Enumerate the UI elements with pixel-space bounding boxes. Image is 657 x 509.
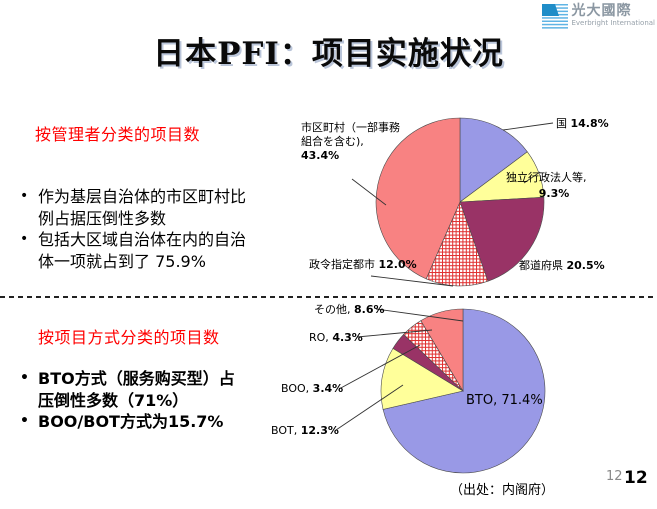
pie1-label-todoufuken: 都道府県 20.5% — [519, 259, 605, 273]
pie2-slice-1 — [380, 347, 464, 410]
leader-pie1-shikuchouson — [351, 178, 387, 206]
pie1-slice-4 — [375, 117, 461, 280]
logo-en: Everbright International — [571, 19, 655, 27]
pie1-label-dokuritsu-value: 9.3% — [538, 186, 570, 200]
source-note: （出处：内阁府） — [450, 483, 555, 498]
pie1-label-kuni-value: 14.8% — [570, 117, 609, 130]
pie2-label-ro-name: RO, — [309, 331, 329, 344]
pie2-label-bot-value: 12.3% — [300, 424, 339, 437]
pie2-label-ro: RO, 4.3% — [309, 331, 363, 345]
pie1-slice-3 — [425, 201, 489, 287]
pie1-label-seirei-value: 12.0% — [378, 258, 417, 271]
pie1-slice-0 — [459, 117, 528, 203]
pie1-label-kuni: 国 14.8% — [556, 117, 609, 131]
pie2-label-boo-value: 3.4% — [312, 382, 344, 395]
page-number: 12 — [624, 468, 648, 488]
pie1-label-seirei: 政令指定都市 12.0% — [309, 258, 417, 272]
pie1-label-dokuritsu: 独立行政法人等, 9.3% — [506, 171, 602, 200]
slide-title: 日本PFI：项目实施状况 — [153, 36, 504, 72]
pie2-label-boo: BOO, 3.4% — [281, 382, 343, 396]
leader-pie2-ro — [356, 329, 433, 338]
section1-bullet-1: 作为基层自治体的市区町村比例占据压倒性多数 — [14, 186, 250, 229]
leader-pie1-dokuritsu — [523, 171, 541, 184]
pie1-managers — [375, 117, 545, 287]
pie2-label-sonota: その他, 8.6% — [314, 303, 385, 317]
pie1-label-shikuchouson-name: 市区町村（一部事務組合を含む), — [301, 121, 400, 148]
pie2-label-sonota-value: 8.6% — [354, 303, 385, 316]
section2-bullet-list: BTO方式（服务购买型）占压倒性多数（71%） BOO/BOT方式为15.7% — [14, 368, 243, 433]
section2-bullet-2: BOO/BOT方式为15.7% — [14, 411, 243, 433]
leader-pie2-bot — [335, 384, 404, 431]
section2-heading: 按项目方式分类的项目数 — [38, 328, 220, 347]
pie2-label-bto-name: BTO, — [466, 393, 498, 408]
logo-text: 光大國際 Everbright International — [571, 3, 655, 28]
pie2-label-ro-value: 4.3% — [332, 331, 363, 344]
pie2-label-boo-name: BOO, — [281, 382, 310, 395]
section-divider — [0, 296, 657, 298]
pie1-label-seirei-name: 政令指定都市 — [309, 258, 375, 271]
pie2-slice-0 — [382, 308, 546, 474]
pie1-label-kuni-name: 国 — [556, 117, 567, 130]
leader-pie1-kuni — [502, 122, 554, 131]
pie1-label-dokuritsu-name: 独立行政法人等, — [506, 171, 587, 184]
leader-pie1-seirei — [370, 275, 454, 287]
logo-zh: 光大國際 — [571, 3, 632, 19]
everbright-logo-icon — [542, 4, 569, 29]
section1-bullet-list: 作为基层自治体的市区町村比例占据压倒性多数 包括大区域自治体在内的自治体一项就占… — [14, 186, 250, 272]
leader-lines — [335, 122, 554, 431]
leader-pie2-sonota — [375, 308, 464, 322]
leader-pie2-boo — [338, 344, 421, 390]
pie2-label-bto-value: 71.4% — [501, 393, 543, 408]
pie2-label-bto: BTO, 71.4% — [466, 394, 543, 408]
pie1-label-todoufuken-value: 20.5% — [566, 259, 605, 272]
pie1-slice-2 — [459, 196, 545, 282]
section2-bullet-1: BTO方式（服务购买型）占压倒性多数（71%） — [14, 368, 243, 411]
section1-bullet-2: 包括大区域自治体在内的自治体一项就占到了 75.9% — [14, 229, 250, 272]
pie1-label-shikuchouson: 市区町村（一部事務組合を含む), 43.4% — [301, 121, 405, 163]
section1-heading: 按管理者分类的项目数 — [35, 125, 201, 144]
pie1-label-shikuchouson-value: 43.4% — [301, 149, 340, 162]
pie2-label-sonota-name: その他, — [314, 303, 351, 316]
page-number-original: 12 — [606, 469, 623, 484]
pie1-label-todoufuken-name: 都道府県 — [519, 259, 563, 272]
pie2-project-types — [380, 308, 546, 474]
pie2-label-bot: BOT, 12.3% — [271, 424, 339, 438]
everbright-logo: 光大國際 Everbright International — [542, 4, 655, 32]
pie2-slice-4 — [420, 308, 464, 393]
pie2-label-bot-name: BOT, — [271, 424, 298, 437]
